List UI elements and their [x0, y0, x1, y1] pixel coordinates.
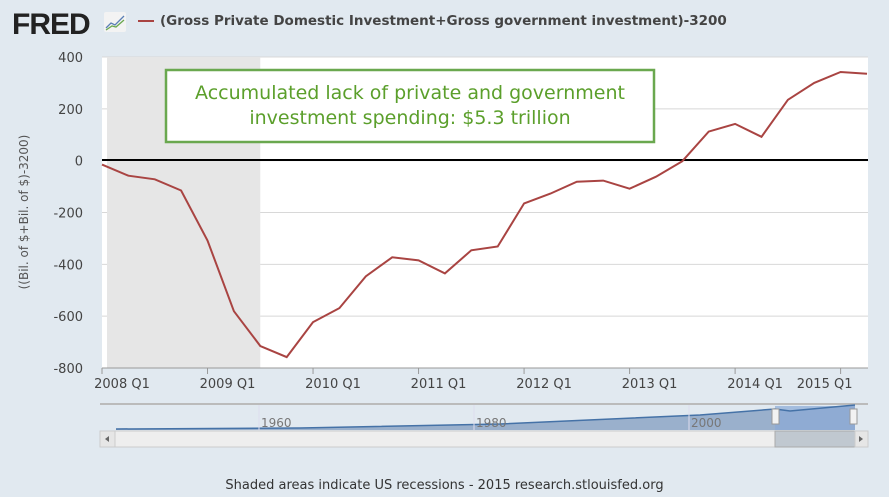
fred-logo[interactable]: FRED: [12, 8, 91, 41]
x-tick-label: 2013 Q1: [622, 377, 678, 392]
x-tick-label: 2009 Q1: [200, 377, 256, 392]
navigator-label: 2000: [691, 416, 722, 430]
navigator-handle-right[interactable]: [849, 408, 858, 425]
y-tick-label: 0: [75, 155, 83, 170]
chart-title: (Gross Private Domestic Investment+Gross…: [138, 13, 727, 29]
range-navigator[interactable]: 1960 1980 2000: [99, 403, 869, 448]
scrollbar-track[interactable]: [99, 430, 869, 448]
x-tick-label: 2010 Q1: [305, 377, 361, 392]
series-title: (Gross Private Domestic Investment+Gross…: [160, 13, 727, 29]
y-axis-label: ((Bil. of $+Bil. of $)-3200): [17, 135, 31, 290]
x-tick-label: 2008 Q1: [94, 377, 150, 392]
y-tick-label: -600: [53, 310, 83, 325]
y-tick-label: 400: [58, 51, 83, 66]
legend-line-icon: [138, 20, 154, 22]
y-tick-label: 200: [58, 103, 83, 118]
y-tick-label: -400: [53, 258, 83, 273]
scrollbar-thumb[interactable]: [774, 430, 856, 448]
navigator-label: 1960: [261, 416, 292, 430]
y-tick-label: -800: [53, 362, 83, 377]
x-tick-label: 2015 Q1: [797, 377, 853, 392]
arrow-right-icon: [859, 436, 863, 442]
x-tick-label: 2011 Q1: [411, 377, 467, 392]
footer-note: Shaded areas indicate US recessions - 20…: [225, 478, 664, 493]
annotation-line-1: Accumulated lack of private and governme…: [195, 82, 625, 104]
x-tick-label: 2014 Q1: [727, 377, 783, 392]
navigator-handle-left[interactable]: [771, 408, 780, 425]
annotation-line-2: investment spending: $5.3 trillion: [249, 107, 570, 129]
x-tick-label: 2012 Q1: [516, 377, 572, 392]
y-tick-label: -200: [53, 207, 83, 222]
annotation-box: Accumulated lack of private and governme…: [164, 68, 656, 144]
navigator-label: 1980: [476, 416, 507, 430]
arrow-left-icon: [105, 436, 109, 442]
chart-logo-icon: [104, 12, 126, 32]
series-line: [101, 70, 868, 359]
